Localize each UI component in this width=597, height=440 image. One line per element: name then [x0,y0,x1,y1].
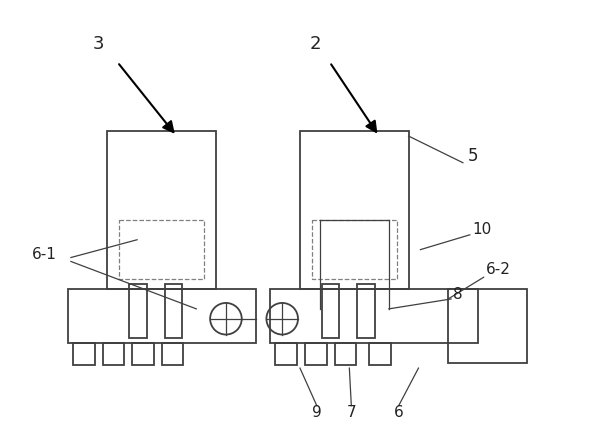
Bar [132,344,154,365]
Bar [312,220,397,279]
Bar [448,289,527,363]
Bar [165,284,183,338]
Text: 6-2: 6-2 [485,262,510,277]
Bar [357,284,375,338]
Bar [322,284,340,338]
Bar [369,344,391,365]
Bar [162,344,183,365]
Bar [270,289,478,344]
Text: 9: 9 [312,405,322,420]
Bar [107,131,216,289]
Bar [334,344,356,365]
Bar [68,289,256,344]
Bar [305,344,327,365]
Text: 8: 8 [453,286,463,301]
Bar [300,131,408,289]
Bar [73,344,94,365]
Bar [275,344,297,365]
Text: 3: 3 [93,35,104,53]
Text: 5: 5 [468,147,478,165]
Bar [103,344,124,365]
Bar [119,220,204,279]
Bar [129,284,147,338]
Text: 6-1: 6-1 [32,247,56,262]
Text: 10: 10 [473,222,492,237]
Text: 7: 7 [346,405,356,420]
Text: 6: 6 [394,405,404,420]
Text: 2: 2 [310,35,321,53]
